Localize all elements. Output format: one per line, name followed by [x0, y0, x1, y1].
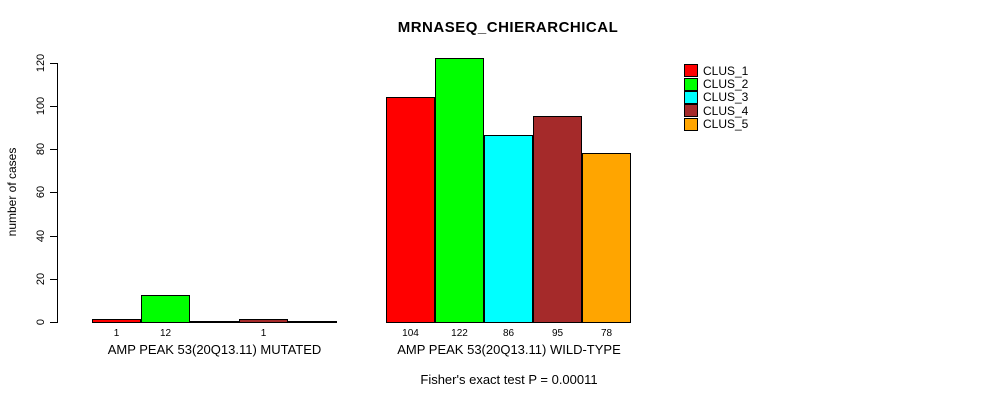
y-axis-tick: [50, 106, 57, 107]
fisher-test-caption: Fisher's exact test P = 0.00011: [420, 372, 598, 387]
y-axis-tick: [50, 236, 57, 237]
bar-value-label: 86: [502, 328, 515, 339]
bar-clus_5-group-1: [582, 153, 631, 323]
legend-row: CLUS_1: [684, 63, 749, 78]
x-axis-group-label-wild-type: AMP PEAK 53(20Q13.11) WILD-TYPE: [397, 342, 621, 357]
y-axis-tick-label: 80: [35, 142, 47, 156]
legend-label: CLUS_1: [703, 63, 749, 78]
bar-clus_1-group-1: [386, 97, 435, 323]
bar-value-label: 122: [451, 328, 468, 339]
bar-clus_3-group-1: [484, 135, 533, 323]
bar-clus_5-group-0: [288, 321, 337, 323]
legend-label: CLUS_2: [703, 77, 749, 92]
bar-value-label: 95: [551, 328, 564, 339]
legend: CLUS_1 CLUS_2 CLUS_3 CLUS_4 CLUS_5: [684, 64, 748, 131]
y-axis-tick: [50, 322, 57, 323]
y-axis-tick-label: 60: [35, 185, 47, 199]
bar-value-label: 12: [159, 328, 172, 339]
legend-row: CLUS_2: [684, 77, 749, 92]
y-axis-tick: [50, 63, 57, 64]
y-axis-tick: [50, 279, 57, 280]
legend-swatch-clus-3: [684, 90, 698, 104]
legend-swatch-clus-1: [684, 64, 698, 78]
bar-clus_4-group-0: [239, 319, 288, 323]
y-axis-tick: [50, 192, 57, 193]
legend-swatch-clus-5: [684, 117, 698, 131]
bar-clus_2-group-1: [435, 58, 484, 323]
legend-label: CLUS_3: [703, 90, 749, 105]
bar-value-label: 78: [600, 328, 613, 339]
bar-clus_2-group-0: [141, 295, 190, 323]
bar-value-label: 104: [402, 328, 419, 339]
bar-value-label: 1: [260, 328, 267, 339]
legend-label: CLUS_4: [703, 103, 749, 118]
y-axis-tick-label: 100: [35, 96, 47, 116]
legend-swatch-clus-4: [684, 104, 698, 118]
bar-clus_3-group-0: [190, 321, 239, 323]
bar-value-label: 1: [113, 328, 120, 339]
y-axis-tick-label: 40: [35, 229, 47, 243]
bar-clus_1-group-0: [92, 319, 141, 323]
x-axis-group-label-mutated: AMP PEAK 53(20Q13.11) MUTATED: [107, 342, 322, 357]
legend-swatch-clus-2: [684, 77, 698, 91]
chart-title: MRNASEQ_CHIERARCHICAL: [397, 19, 619, 36]
y-axis-tick: [50, 149, 57, 150]
y-axis-tick-label: 0: [35, 318, 47, 326]
legend-row: CLUS_4: [684, 103, 749, 118]
legend-row: CLUS_5: [684, 117, 749, 132]
y-axis-line: [57, 63, 58, 323]
y-axis-tick-label: 120: [35, 53, 47, 73]
y-axis-title: number of cases: [5, 147, 19, 237]
y-axis-tick-label: 20: [35, 272, 47, 286]
bar-clus_4-group-1: [533, 116, 582, 323]
legend-label: CLUS_5: [703, 117, 749, 132]
legend-row: CLUS_3: [684, 90, 749, 105]
